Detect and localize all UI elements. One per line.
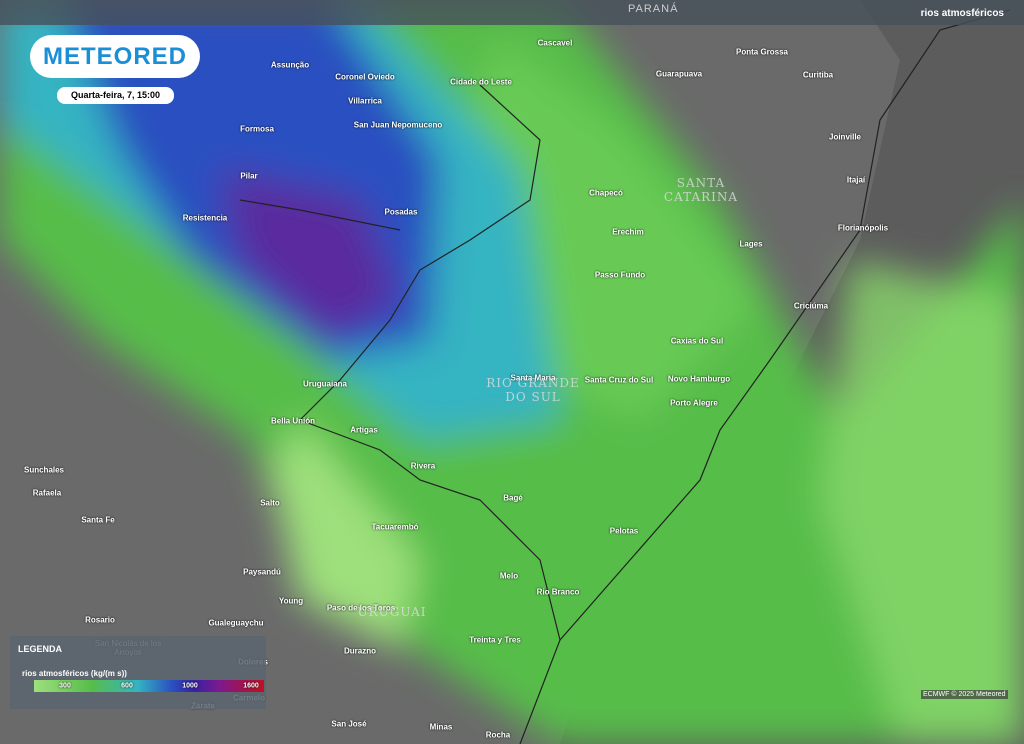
city-label: Santa Cruz do Sul — [584, 375, 654, 385]
city-label: Gualeguaychu — [208, 618, 264, 628]
city-label: Bella Unión — [270, 416, 316, 426]
city-label: Santa Maria — [510, 373, 556, 383]
city-label: Melo — [499, 571, 519, 581]
city-label: Cidade do Leste — [450, 77, 512, 87]
city-label: Villarrica — [348, 96, 382, 106]
scale-label: 1600 — [243, 682, 259, 690]
city-label: Cascavel — [537, 38, 573, 48]
city-label: Rosario — [85, 615, 115, 625]
city-label: Florianópolis — [837, 223, 889, 233]
color-bar — [34, 680, 264, 692]
city-label: Bagé — [503, 493, 523, 503]
city-label: Artigas — [350, 425, 378, 435]
city-label: Rivera — [410, 461, 436, 471]
city-label: Assunção — [270, 60, 310, 70]
city-label: Chapecó — [589, 188, 623, 198]
legend-variable: rios atmosféricos (kg/(m s)) — [22, 669, 127, 678]
city-label: Salto — [260, 498, 280, 508]
scale-label: 300 — [59, 682, 71, 690]
city-label: Ponta Grossa — [735, 47, 789, 57]
city-label: Sunchales — [23, 465, 65, 475]
credit: ECMWF © 2025 Meteored — [921, 690, 1008, 699]
city-label: Novo Hamburgo — [667, 374, 731, 384]
region-label: SANTA CATARINA — [663, 176, 739, 204]
layer-name: rios atmosféricos — [920, 8, 1004, 19]
scale-label: 1000 — [182, 682, 198, 690]
timestamp: Quarta-feira, 7, 15:00 — [57, 87, 174, 104]
city-label: Santa Fe — [81, 515, 115, 525]
city-label: San Juan Nepomuceno — [353, 120, 443, 130]
city-label: Paysandú — [243, 567, 281, 577]
city-label: Rafaela — [32, 488, 62, 498]
state-label: PARANÁ — [628, 3, 679, 15]
legend-title: LEGENDA — [18, 644, 63, 654]
city-label: Joinville — [828, 132, 862, 142]
legend: LEGENDA rios atmosféricos (kg/(m s)) 300… — [10, 636, 266, 709]
city-label: Caxias do Sul — [670, 336, 724, 346]
city-label: Lages — [739, 239, 763, 249]
city-label: Porto Alegre — [670, 398, 718, 408]
city-label: Pelotas — [609, 526, 639, 536]
city-label: Pilar — [240, 171, 258, 181]
city-label: Guarapuava — [655, 69, 703, 79]
city-label: Formosa — [240, 124, 274, 134]
city-label: Resistencia — [182, 213, 228, 223]
city-label: Coronel Oviedo — [335, 72, 395, 82]
logo[interactable]: METEORED — [30, 35, 200, 78]
city-label: Minas — [429, 722, 453, 732]
scale-label: 600 — [121, 682, 133, 690]
city-label: Uruguaiana — [302, 379, 348, 389]
city-label: Criciúma — [793, 301, 829, 311]
city-label: Treinta y Tres — [469, 635, 521, 645]
city-label: San José — [331, 719, 367, 729]
city-label: Posadas — [384, 207, 418, 217]
top-bar: PARANÁ rios atmosféricos — [0, 0, 1024, 25]
city-label: Curitiba — [802, 70, 834, 80]
city-label: Paso de los Toros — [326, 603, 396, 613]
city-label: Erechim — [612, 227, 644, 237]
region-label: RIO GRANDE DO SUL — [486, 376, 580, 404]
city-label: Passo Fundo — [594, 270, 646, 280]
city-label: Durazno — [344, 646, 376, 656]
city-label: Itajaí — [846, 175, 866, 185]
city-label: Rio Branco — [536, 587, 580, 597]
city-label: Rocha — [485, 730, 511, 740]
region-label: URUGUAI — [357, 605, 427, 619]
city-label: Young — [278, 596, 304, 606]
city-label: Tacuarembó — [371, 522, 419, 532]
